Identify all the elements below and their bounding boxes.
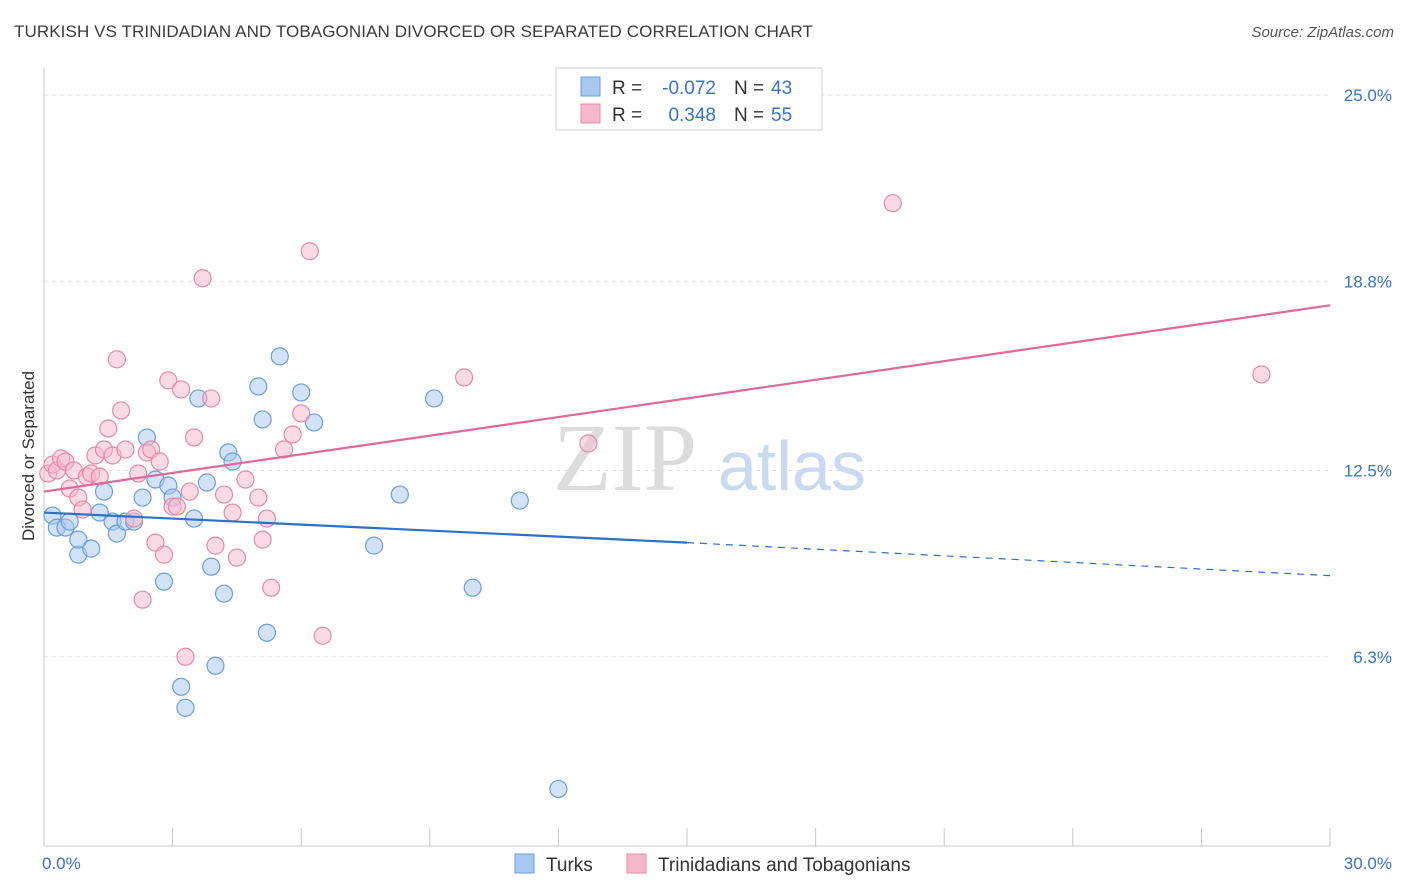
turks-point-39 [510, 491, 529, 510]
turks-point-33 [292, 383, 311, 402]
trini-point-38 [223, 503, 242, 522]
turks-point-5 [69, 530, 88, 549]
turks-point-26 [214, 584, 234, 603]
trini-point-29 [167, 497, 186, 516]
legend-r-label-turks: R = [612, 78, 642, 99]
legend-n-value-trini: 55 [771, 105, 792, 126]
watermark: ZIP atlas [553, 404, 866, 511]
top-legend: R = -0.072 N = 43 R = 0.348 N = 55 [555, 67, 823, 131]
turks-point-34 [304, 413, 324, 432]
turks-point-6 [82, 539, 101, 558]
trend-lines [43, 304, 1331, 577]
grid-lines [44, 94, 1330, 658]
trini-point-27 [159, 371, 178, 390]
legend-n-label-turks: N = [734, 78, 764, 99]
trini-point-43 [257, 509, 277, 528]
legend-n-value-turks: 43 [771, 78, 792, 99]
trini-point-51 [579, 434, 598, 453]
trini-point-49 [313, 626, 332, 645]
turks-point-19 [172, 677, 191, 696]
trini-point-18 [116, 440, 135, 459]
turks-point-8 [94, 482, 114, 501]
trini-point-12 [90, 467, 109, 486]
turks-point-35 [364, 536, 384, 555]
watermark-zip: ZIP [553, 404, 697, 511]
trini-point-46 [283, 425, 302, 444]
turks-point-40 [549, 779, 568, 799]
turks-point-28 [223, 452, 242, 471]
turks-point-32 [270, 347, 289, 366]
x-ticks [172, 828, 1331, 846]
trini-point-52 [883, 194, 902, 213]
watermark-atlas: atlas [718, 427, 866, 505]
trini-point-26 [154, 545, 174, 564]
legend-r-value-turks: -0.072 [662, 78, 716, 99]
trini-point-41 [249, 488, 268, 507]
trini-points [39, 194, 1271, 666]
trini-point-34 [193, 269, 212, 288]
turks-point-36 [390, 485, 409, 504]
x-tick-label-max: 30.0% [1344, 854, 1392, 873]
legend-r-label-trini: R = [612, 105, 642, 126]
turks-point-38 [463, 578, 482, 597]
trini-point-32 [180, 482, 199, 501]
trini-point-35 [202, 389, 221, 408]
turks-point-37 [424, 389, 444, 408]
trini-point-36 [206, 536, 225, 555]
trini-point-47 [292, 404, 311, 423]
trini-point-14 [99, 419, 118, 438]
turks-point-13 [133, 488, 152, 507]
source-label: Source: ZipAtlas.com [1251, 24, 1394, 41]
trini-point-39 [227, 548, 246, 567]
turks-point-25 [206, 656, 225, 675]
turks-trend-line-extension [686, 542, 1331, 577]
trini-point-30 [172, 380, 191, 399]
y-tick-label-1: 12.5% [1344, 462, 1392, 481]
y-tick-labels: 6.3% 12.5% 18.8% 25.0% [1344, 86, 1392, 667]
trini-point-33 [184, 428, 204, 447]
turks-point-7 [90, 503, 109, 522]
legend-swatch-trini [580, 103, 601, 124]
bottom-legend-label-trini: Trinidadians and Tobagonians [658, 855, 910, 876]
y-tick-label-2: 18.8% [1344, 272, 1392, 291]
legend-r-value-trini: 0.348 [668, 105, 716, 126]
turks-point-29 [249, 377, 268, 396]
trini-point-25 [150, 452, 169, 471]
turks-point-23 [197, 473, 216, 492]
trini-trend-line [43, 304, 1331, 493]
trini-point-50 [454, 368, 474, 387]
trini-point-21 [133, 590, 152, 609]
y-tick-label-3: 25.0% [1344, 86, 1392, 105]
turks-point-24 [202, 557, 221, 576]
y-tick-label-0: 6.3% [1353, 648, 1392, 667]
turks-point-16 [154, 572, 174, 591]
trini-point-40 [236, 470, 255, 489]
trini-point-16 [107, 350, 126, 369]
turks-point-31 [257, 623, 277, 642]
trini-point-44 [262, 578, 281, 597]
trini-point-19 [124, 509, 144, 528]
trini-point-42 [253, 530, 272, 549]
y-axis-title: Divorced or Separated [19, 371, 38, 541]
bottom-legend-swatch-turks [514, 853, 535, 874]
trini-point-37 [214, 485, 234, 504]
turks-point-30 [253, 410, 272, 429]
turks-trend-line [43, 511, 688, 544]
bottom-legend-label-turks: Turks [546, 855, 593, 876]
x-tick-label-min: 0.0% [42, 854, 81, 873]
legend-n-label-trini: N = [734, 105, 764, 126]
turks-point-20 [176, 698, 195, 717]
bottom-legend: Turks Trinidadians and Tobagonians [514, 853, 910, 876]
bottom-legend-swatch-trini [626, 853, 647, 874]
trini-point-53 [1252, 365, 1271, 384]
trini-point-45 [274, 440, 294, 459]
turks-point-3 [60, 512, 79, 531]
legend-swatch-turks [580, 76, 601, 97]
trini-point-48 [300, 242, 319, 261]
trini-point-17 [112, 401, 131, 420]
chart-title: TURKISH VS TRINIDADIAN AND TOBAGONIAN DI… [14, 22, 813, 41]
trini-point-31 [176, 647, 195, 666]
